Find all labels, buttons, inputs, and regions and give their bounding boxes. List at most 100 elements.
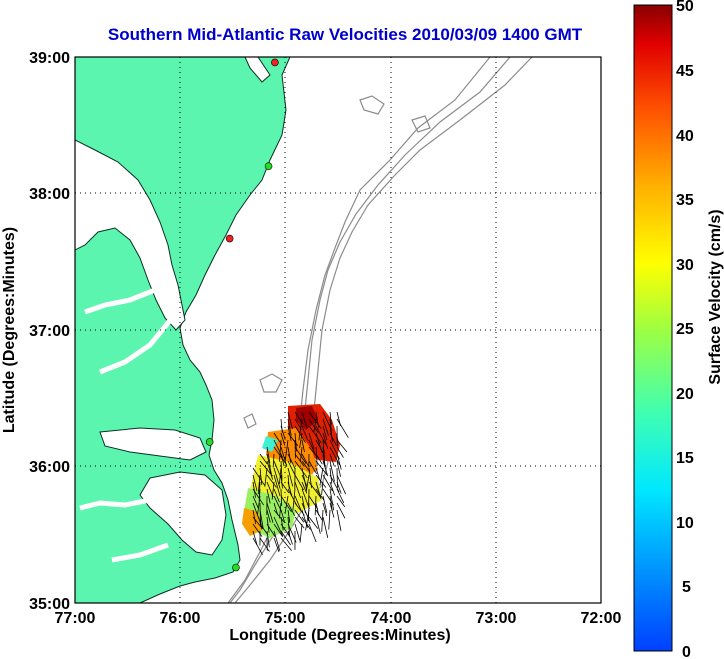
- delaware-bay: [244, 57, 271, 83]
- velocity-vector: [279, 502, 282, 519]
- velocity-vector: [315, 453, 323, 465]
- velocity-vector: [273, 446, 288, 466]
- x-tick: 76:00: [160, 610, 201, 627]
- radar-site-marker: [271, 58, 279, 67]
- velocity-vector: [287, 418, 292, 436]
- velocity-vector: [280, 446, 288, 467]
- y-tick-labels: 39:00 38:00 37:00 36:00 35:00: [29, 50, 70, 613]
- velocity-vector: [329, 425, 333, 442]
- velocity-vector: [315, 516, 321, 534]
- velocity-vector: [329, 411, 332, 425]
- velocity-vector: [305, 509, 310, 531]
- x-tick: 77:00: [55, 610, 96, 627]
- velocity-vector: [252, 516, 263, 529]
- velocity-vector: [336, 495, 346, 508]
- velocity-vector: [301, 439, 305, 453]
- velocity-vector: [279, 467, 282, 485]
- velocity-vector: [266, 453, 272, 474]
- pamlico-river: [79, 497, 151, 511]
- velocity-vector: [287, 425, 292, 442]
- colorbar-tick: 20: [676, 386, 694, 403]
- velocity-vector: [322, 474, 333, 492]
- velocity-vector: [252, 509, 257, 524]
- velocity-vector: [273, 474, 281, 497]
- velocity-vector: [272, 453, 275, 468]
- velocity-vectors: [252, 411, 349, 555]
- velocity-vector: [336, 488, 345, 504]
- velocity-vector: [322, 432, 329, 449]
- y-tick: 37:00: [29, 323, 70, 340]
- velocity-vector: [266, 488, 271, 504]
- x-tick: 74:00: [371, 610, 412, 627]
- velocity-vector: [314, 495, 317, 516]
- velocity-vector: [280, 453, 285, 467]
- velocity-vector: [336, 453, 342, 470]
- velocity-vector: [329, 502, 335, 518]
- velocity-vector: [294, 446, 307, 464]
- velocity-vector: [287, 467, 294, 487]
- velocity-vector: [336, 481, 342, 494]
- velocity-vector: [259, 523, 269, 536]
- velocity-vector: [321, 509, 324, 532]
- velocity-vector: [336, 460, 342, 477]
- velocity-vector: [301, 411, 308, 429]
- velocity-vector: [315, 509, 323, 521]
- neuse-river: [111, 542, 169, 563]
- map-title: Southern Mid-Atlantic Raw Velocities 201…: [108, 25, 583, 44]
- velocity-vector: [266, 509, 271, 523]
- velocity-vector: [280, 537, 292, 551]
- velocity-vector: [321, 481, 324, 496]
- x-axis-label: Longitude (Degrees:Minutes): [229, 627, 450, 644]
- velocity-vector: [301, 488, 310, 510]
- velocity-vector: [336, 474, 347, 495]
- velocity-vector: [252, 495, 259, 509]
- velocity-vector: [280, 530, 291, 546]
- velocity-vector: [301, 481, 308, 494]
- velocity-vector: [280, 509, 285, 522]
- velocity-vector: [266, 474, 277, 488]
- velocity-vector: [257, 495, 261, 515]
- velocity-vector: [322, 495, 328, 513]
- radar-site-marker: [205, 438, 214, 446]
- velocity-vector: [322, 425, 328, 440]
- velocity-vector: [301, 453, 310, 468]
- velocity-vector: [287, 502, 295, 517]
- x-tick-labels: 77:00 76:00 75:00 74:00 73:00 72:00: [55, 610, 622, 627]
- velocity-vector: [305, 474, 310, 492]
- velocity-vector: [294, 523, 301, 541]
- velocity-vector: [280, 516, 284, 531]
- velocity-vector: [284, 439, 289, 461]
- x-tick: 75:00: [265, 610, 306, 627]
- velocity-vector: [329, 446, 340, 466]
- velocity-vector: [287, 481, 293, 497]
- velocity-vector: [266, 516, 270, 533]
- velocity-vector: [294, 460, 308, 479]
- velocity-vector: [252, 481, 256, 498]
- velocity-vector: [287, 488, 298, 506]
- velocity-vector: [252, 537, 263, 555]
- velocity-vector: [266, 481, 274, 498]
- velocity-vector: [308, 439, 316, 455]
- velocity-vector: [315, 481, 322, 499]
- velocity-vector: [308, 411, 322, 430]
- velocity-vector: [257, 474, 261, 495]
- velocity-vector: [329, 453, 335, 467]
- velocity-vector: [252, 474, 258, 492]
- velocity-vector: [308, 418, 319, 433]
- velocity-vector: [259, 516, 263, 530]
- pamlico-sound: [139, 471, 227, 556]
- velocity-vector: [315, 460, 328, 476]
- velocity-vector: [315, 488, 325, 501]
- y-tick: 35:00: [29, 596, 70, 613]
- chesapeake-bay: [75, 139, 186, 331]
- velocity-vector: [329, 481, 336, 496]
- colorbar-tick: 40: [676, 128, 694, 145]
- velocity-vector: [280, 432, 286, 446]
- radar-site-marker: [264, 162, 273, 170]
- velocity-vector: [294, 474, 304, 491]
- colorbar-tick: 0: [682, 644, 691, 659]
- velocity-vector: [280, 488, 283, 506]
- velocity-vector: [336, 502, 346, 519]
- velocity-vector: [280, 495, 292, 513]
- velocity-vector: [301, 474, 308, 487]
